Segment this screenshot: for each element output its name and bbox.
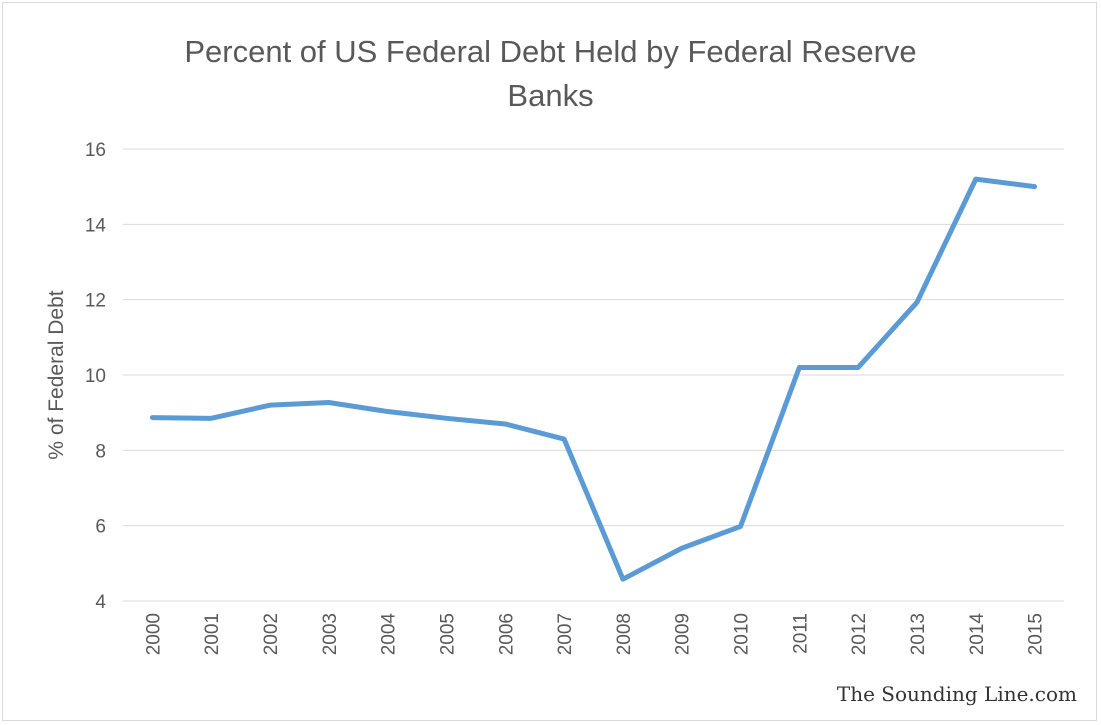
x-tick-label: 2011 [790,613,811,654]
x-tick-label: 2007 [555,613,576,655]
y-tick-label: 10 [85,366,106,387]
y-tick-label: 14 [85,215,107,236]
x-tick-label: 2005 [437,613,458,655]
y-axis-label: % of Federal Debt [45,290,68,459]
watermark-logo: The Sounding Line.com [836,682,1077,706]
y-tick-label: 12 [85,291,106,312]
y-tick-label: 16 [85,140,106,161]
x-tick-label: 2015 [1026,613,1047,655]
x-tick-label: 2009 [673,613,694,655]
x-tick-label: 2012 [849,613,870,655]
x-tick-label: 2004 [379,613,400,656]
chart-title-line-1: Percent of US Federal Debt Held by Feder… [184,34,917,69]
chart-title-line-2: Banks [507,78,594,113]
y-tick-label: 6 [95,517,106,538]
series-line [149,176,1038,582]
x-tick-label: 2003 [320,613,341,655]
y-tick-label: 8 [95,441,106,462]
x-tick-label: 2013 [908,613,929,655]
y-tick-label: 4 [95,592,106,613]
x-tick-label: 2010 [732,613,753,655]
x-tick-label: 2001 [202,613,223,655]
x-tick-label: 2006 [496,613,517,655]
chart-title: Percent of US Federal Debt Held by Feder… [0,30,1101,118]
x-tick-label: 2014 [967,613,988,656]
x-tick-label: 2008 [614,613,635,655]
x-tick-label: 2002 [261,613,282,655]
x-tick-label: 2000 [143,613,164,655]
